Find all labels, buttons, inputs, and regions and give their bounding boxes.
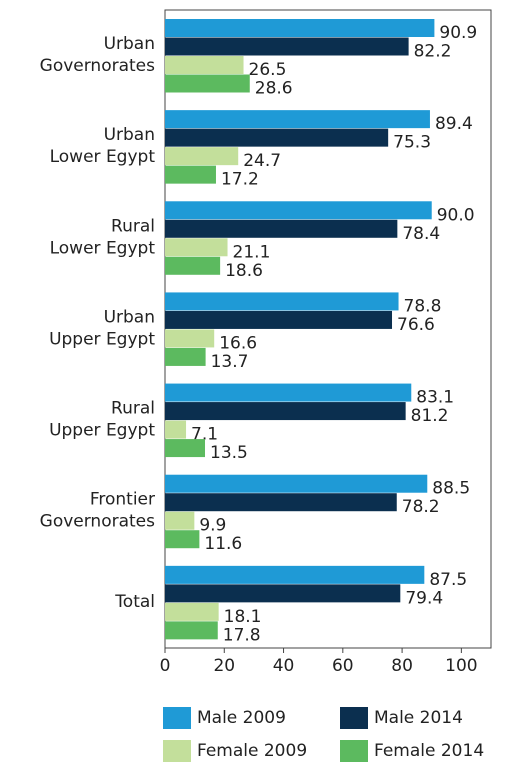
- bar: [165, 402, 406, 421]
- plot-frame: [164, 9, 492, 649]
- value-label: 78.2: [402, 497, 440, 517]
- value-label: 90.0: [437, 205, 475, 225]
- value-label: 17.2: [221, 170, 259, 190]
- value-label: 78.4: [402, 224, 440, 244]
- bar: [165, 565, 425, 584]
- category-line: Rural: [111, 216, 155, 236]
- x-tick-label: 80: [391, 656, 413, 676]
- x-tick-label: 60: [332, 656, 354, 676]
- category-label: Urban Upper Egypt: [49, 307, 155, 349]
- x-tick-label: 40: [273, 656, 295, 676]
- bar: [165, 256, 221, 275]
- bar: [165, 56, 244, 74]
- value-label: 13.7: [211, 352, 249, 372]
- value-label: 75.3: [393, 133, 431, 153]
- category-line: Rural: [111, 399, 155, 419]
- value-label: 28.6: [255, 79, 293, 99]
- bar: [165, 420, 187, 439]
- x-tick-label: 100: [445, 656, 477, 676]
- bar: [165, 165, 216, 184]
- category-label: Frontier Governorates: [40, 490, 155, 532]
- category-line: Lower Egypt: [50, 147, 156, 167]
- category-line: Urban: [104, 307, 155, 327]
- value-label: 18.1: [224, 607, 262, 627]
- bar: [165, 19, 435, 37]
- category-line: Governorates: [40, 512, 155, 532]
- value-label: 16.6: [219, 333, 257, 353]
- bar: [165, 493, 397, 512]
- bar: [165, 530, 200, 549]
- bar: [165, 219, 398, 238]
- value-label: 78.8: [404, 296, 442, 316]
- bar: [165, 439, 206, 458]
- value-label: 9.9: [199, 516, 226, 536]
- bar: [165, 292, 399, 311]
- value-label: 90.9: [439, 23, 477, 43]
- value-label: 89.4: [435, 114, 473, 134]
- value-label: 18.6: [225, 261, 263, 281]
- category-line: Governorates: [40, 56, 155, 76]
- bar: [165, 310, 393, 329]
- legend-label: Male 2009: [197, 708, 286, 728]
- value-label: 88.5: [432, 479, 470, 499]
- value-label: 83.1: [416, 388, 454, 408]
- bar: [165, 201, 432, 220]
- category-label: Rural Lower Egypt: [50, 216, 156, 258]
- bar: [165, 621, 218, 640]
- bar: [165, 238, 228, 257]
- category-line: Upper Egypt: [49, 421, 155, 441]
- value-label: 24.7: [243, 151, 281, 171]
- legend-swatch: [163, 707, 191, 729]
- category-label: Total: [114, 592, 155, 612]
- value-label: 26.5: [249, 60, 287, 80]
- category-label: Urban Lower Egypt: [50, 125, 156, 167]
- legend-label: Female 2009: [197, 741, 307, 761]
- bar: [165, 511, 195, 530]
- value-label: 87.5: [429, 570, 467, 590]
- category-line: Urban: [104, 125, 155, 145]
- category-label: Urban Governorates: [40, 34, 155, 76]
- value-label: 17.8: [223, 625, 261, 645]
- value-label: 82.2: [414, 42, 452, 62]
- legend-label: Male 2014: [374, 708, 463, 728]
- category-line: Upper Egypt: [49, 329, 155, 349]
- bar: [165, 584, 401, 603]
- value-label: 76.6: [397, 315, 435, 335]
- legend-swatch: [340, 707, 368, 729]
- bar: [165, 74, 250, 93]
- category-line: Frontier: [90, 490, 155, 510]
- legend-swatch: [163, 740, 191, 762]
- x-tick-label: 0: [160, 656, 171, 676]
- legend-swatch: [340, 740, 368, 762]
- bar: [165, 128, 389, 147]
- value-label: 11.6: [204, 534, 242, 554]
- bar: [165, 383, 412, 402]
- category-line: Urban: [104, 34, 155, 54]
- value-label: 13.5: [210, 443, 248, 463]
- bar: [165, 147, 239, 166]
- bar: [165, 602, 219, 621]
- category-line: Lower Egypt: [50, 238, 156, 258]
- bar: [165, 474, 428, 493]
- bar: [165, 110, 430, 129]
- value-label: 21.1: [233, 242, 271, 262]
- legend-label: Female 2014: [374, 741, 484, 761]
- category-label: Rural Upper Egypt: [49, 399, 155, 441]
- x-tick-label: 20: [213, 656, 235, 676]
- value-label: 79.4: [405, 588, 443, 608]
- value-label: 81.2: [411, 406, 449, 426]
- bar: [165, 347, 206, 366]
- bar: [165, 329, 215, 348]
- bar: [165, 37, 409, 56]
